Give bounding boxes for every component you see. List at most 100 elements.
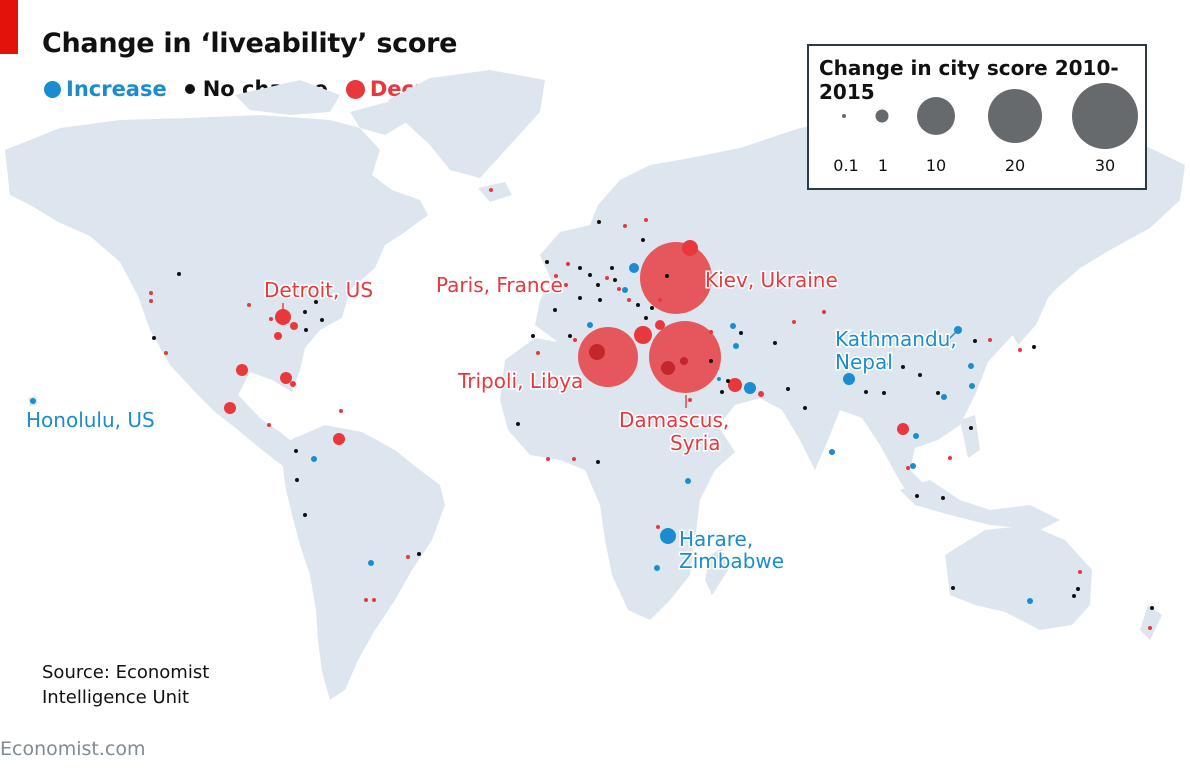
no-change-city-bubble	[553, 308, 557, 312]
no-change-city-bubble	[303, 310, 307, 314]
decrease-city-bubble	[617, 287, 621, 291]
decrease-city-bubble	[887, 362, 891, 366]
increase-city-bubble	[368, 560, 374, 566]
decrease-city-bubble	[948, 456, 952, 460]
no-change-city-bubble	[516, 422, 520, 426]
no-change-city-bubble	[588, 273, 592, 277]
no-change-city-bubble	[644, 316, 648, 320]
city-label: Kiev, Ukraine	[705, 268, 838, 292]
size-label-4: 30	[1094, 156, 1116, 175]
no-change-city-bubble	[726, 379, 730, 383]
size-circle-4	[1072, 83, 1138, 149]
decrease-city-bubble	[572, 457, 576, 461]
legend-increase-dot	[44, 80, 61, 98]
no-change-city-bubble	[578, 266, 582, 270]
size-label-2: 10	[925, 156, 947, 175]
increase-city-bubble	[1027, 598, 1033, 604]
city-label: Zimbabwe	[679, 549, 784, 573]
no-change-city-bubble	[969, 426, 973, 430]
city-label: Nepal	[835, 350, 893, 374]
increase-city-bubble	[913, 433, 919, 439]
no-change-city-bubble	[596, 283, 600, 287]
no-change-city-bubble	[882, 391, 886, 395]
decrease-city-center	[680, 357, 688, 365]
no-change-city-bubble	[295, 478, 299, 482]
size-label-0: 0.1	[833, 156, 859, 175]
increase-city-bubble	[969, 383, 975, 389]
decrease-city-bubble	[274, 332, 282, 340]
decrease-city-bubble	[536, 351, 540, 355]
decrease-city-bubble	[822, 310, 826, 314]
size-label-3: 20	[1004, 156, 1026, 175]
land-south-america	[282, 425, 445, 700]
land-africa	[500, 338, 735, 620]
decrease-city-bubble	[267, 423, 271, 427]
land-iceland	[478, 182, 512, 202]
no-change-city-bubble	[720, 390, 724, 394]
no-change-city-bubble	[610, 266, 614, 270]
decrease-city-bubble	[573, 338, 577, 342]
city-label: Syria	[670, 431, 721, 455]
no-change-city-bubble	[650, 306, 654, 310]
size-circle-1	[875, 109, 889, 123]
no-change-city-bubble	[598, 298, 602, 302]
decrease-city-bubble	[290, 381, 296, 387]
source-note: Source: Economist Intelligence Unit	[42, 662, 210, 708]
size-legend-title: Change in city score 2010- 2015	[819, 56, 1119, 104]
decrease-city-bubble	[564, 283, 568, 287]
decrease-city-bubble	[280, 372, 292, 384]
decrease-city-bubble	[938, 338, 942, 342]
no-change-city-bubble	[531, 334, 535, 338]
no-change-city-bubble	[773, 341, 777, 345]
increase-city-bubble	[30, 398, 36, 404]
increase-city-bubble	[685, 478, 691, 484]
brand-credit: Economist.com	[0, 738, 146, 760]
size-circle-0	[842, 114, 846, 118]
decrease-city-bubble	[1018, 348, 1022, 352]
decrease-city-bubble	[627, 298, 631, 302]
decrease-city-bubble	[656, 525, 660, 529]
city-label: Harare,	[679, 527, 753, 551]
decrease-city-bubble	[333, 433, 345, 445]
no-change-city-bubble	[1032, 345, 1036, 349]
no-change-city-bubble	[320, 318, 324, 322]
decrease-city-bubble	[489, 188, 493, 192]
no-change-city-bubble	[613, 278, 617, 282]
city-label: Detroit, US	[264, 278, 373, 302]
no-change-city-bubble	[709, 359, 713, 363]
decrease-city-bubble	[758, 391, 764, 397]
leader-line	[947, 329, 959, 341]
no-change-city-bubble	[636, 303, 640, 307]
size-circle-3	[988, 89, 1042, 143]
city-label: Paris, France	[436, 273, 563, 297]
no-change-city-bubble	[152, 336, 156, 340]
decrease-city-bubble	[906, 466, 910, 470]
decrease-city-bubble	[644, 218, 648, 222]
land-masses	[5, 70, 1185, 700]
decrease-city-bubble	[566, 262, 570, 266]
decrease-city-bubble	[658, 298, 662, 302]
city-bubbles	[30, 188, 1154, 630]
decrease-city-bubble	[149, 291, 153, 295]
decrease-city-bubble	[655, 320, 665, 330]
land-indonesia	[900, 480, 1060, 530]
decrease-city-bubble	[682, 240, 698, 256]
decrease-city-bubble	[364, 598, 368, 602]
no-change-city-bubble	[901, 365, 905, 369]
decrease-city-bubble	[236, 364, 248, 376]
no-change-city-bubble	[596, 460, 600, 464]
land-japan	[1010, 290, 1048, 345]
no-change-city-bubble	[915, 494, 919, 498]
decrease-city-bubble	[164, 351, 168, 355]
no-change-city-bubble	[918, 373, 922, 377]
decrease-city-bubble	[792, 320, 796, 324]
no-change-city-bubble	[1072, 594, 1076, 598]
city-label: Kathmandu,	[835, 327, 957, 351]
increase-city-bubble	[717, 377, 721, 381]
land-arctic-islands	[235, 80, 410, 135]
city-labels: Detroit, US Paris, France Kiev, Ukraine Tri…	[25, 267, 959, 575]
decrease-city-bubble	[605, 276, 609, 280]
increase-city-bubble	[968, 363, 974, 369]
no-change-city-bubble	[545, 260, 549, 264]
